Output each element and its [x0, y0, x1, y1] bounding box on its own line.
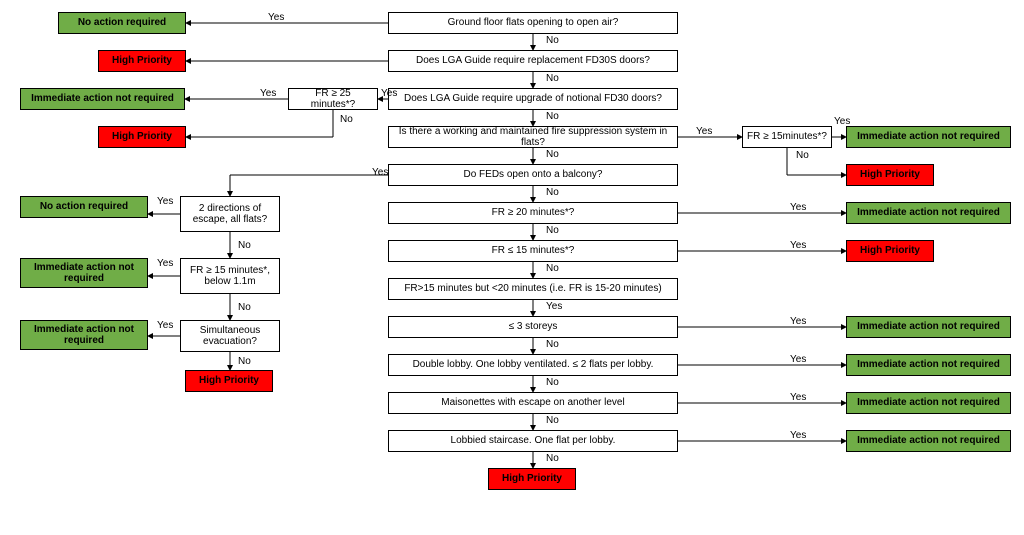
node-q4: Is there a working and maintained fire s… [388, 126, 678, 148]
edge-label: No [796, 150, 809, 161]
edge-label: Yes [268, 12, 284, 23]
node-o_noact1: No action required [58, 12, 186, 34]
node-o_hp1: High Priority [98, 50, 186, 72]
node-d_fr15l: FR ≥ 15 minutes*, below 1.1m [180, 258, 280, 294]
edge-label: Yes [696, 126, 712, 137]
node-o_inr2: Immediate action not required [20, 258, 148, 288]
node-q8: FR>15 minutes but <20 minutes (i.e. FR i… [388, 278, 678, 300]
edge-label: No [546, 111, 559, 122]
edge-label: No [238, 302, 251, 313]
node-o_hp_r2: High Priority [846, 240, 934, 262]
node-o_inr_r6: Immediate action not required [846, 430, 1011, 452]
edge-label: Yes [157, 258, 173, 269]
edge-label: No [546, 453, 559, 464]
edge-label: No [546, 187, 559, 198]
edge-label: Yes [157, 320, 173, 331]
node-q12: Lobbied staircase. One flat per lobby. [388, 430, 678, 452]
node-o_hp3: High Priority [185, 370, 273, 392]
node-q10: Double lobby. One lobby ventilated. ≤ 2 … [388, 354, 678, 376]
node-d_fr25: FR ≥ 25 minutes*? [288, 88, 378, 110]
edge-label: Yes [157, 196, 173, 207]
edge-label: Yes [790, 430, 806, 441]
edge-label: No [546, 73, 559, 84]
node-q7: FR ≤ 15 minutes*? [388, 240, 678, 262]
edge-label: Yes [790, 240, 806, 251]
edge-label: No [546, 339, 559, 350]
edge-label: Yes [790, 202, 806, 213]
edge-label: No [340, 114, 353, 125]
edge-label: Yes [790, 392, 806, 403]
edge-label: Yes [372, 167, 388, 178]
node-q6: FR ≥ 20 minutes*? [388, 202, 678, 224]
node-d_sim: Simultaneous evacuation? [180, 320, 280, 352]
edge-label: No [238, 240, 251, 251]
edge-label: Yes [834, 116, 850, 127]
edge-label: No [546, 225, 559, 236]
node-q2: Does LGA Guide require replacement FD30S… [388, 50, 678, 72]
flowchart-canvas: Ground floor flats opening to open air? D… [0, 0, 1024, 535]
edge-label: No [546, 35, 559, 46]
edge-label: No [546, 263, 559, 274]
edge-label: No [238, 356, 251, 367]
node-d_2dir: 2 directions of escape, all flats? [180, 196, 280, 232]
node-q3: Does LGA Guide require upgrade of notion… [388, 88, 678, 110]
node-o_hp2: High Priority [98, 126, 186, 148]
edge-label: Yes [260, 88, 276, 99]
edge-label: No [546, 415, 559, 426]
edge-label: Yes [790, 316, 806, 327]
edge-label: No [546, 149, 559, 160]
node-q11: Maisonettes with escape on another level [388, 392, 678, 414]
node-o_inr3: Immediate action not required [20, 320, 148, 350]
edge-label: Yes [381, 88, 397, 99]
node-o_inr_r5: Immediate action not required [846, 392, 1011, 414]
edge-label: Yes [546, 301, 562, 312]
node-o_hp_r1: High Priority [846, 164, 934, 186]
node-o_inr1: Immediate action not required [20, 88, 185, 110]
node-o_inr_r2: Immediate action not required [846, 202, 1011, 224]
node-d_fr15r: FR ≥ 15minutes*? [742, 126, 832, 148]
node-q9: ≤ 3 storeys [388, 316, 678, 338]
node-o_noact2: No action required [20, 196, 148, 218]
edge-label: Yes [790, 354, 806, 365]
node-o_inr_r1: Immediate action not required [846, 126, 1011, 148]
edge-label: No [546, 377, 559, 388]
node-q1: Ground floor flats opening to open air? [388, 12, 678, 34]
node-o_inr_r3: Immediate action not required [846, 316, 1011, 338]
arrows-layer [0, 0, 1024, 535]
node-o_inr_r4: Immediate action not required [846, 354, 1011, 376]
node-q5: Do FEDs open onto a balcony? [388, 164, 678, 186]
node-o_hp_bot: High Priority [488, 468, 576, 490]
